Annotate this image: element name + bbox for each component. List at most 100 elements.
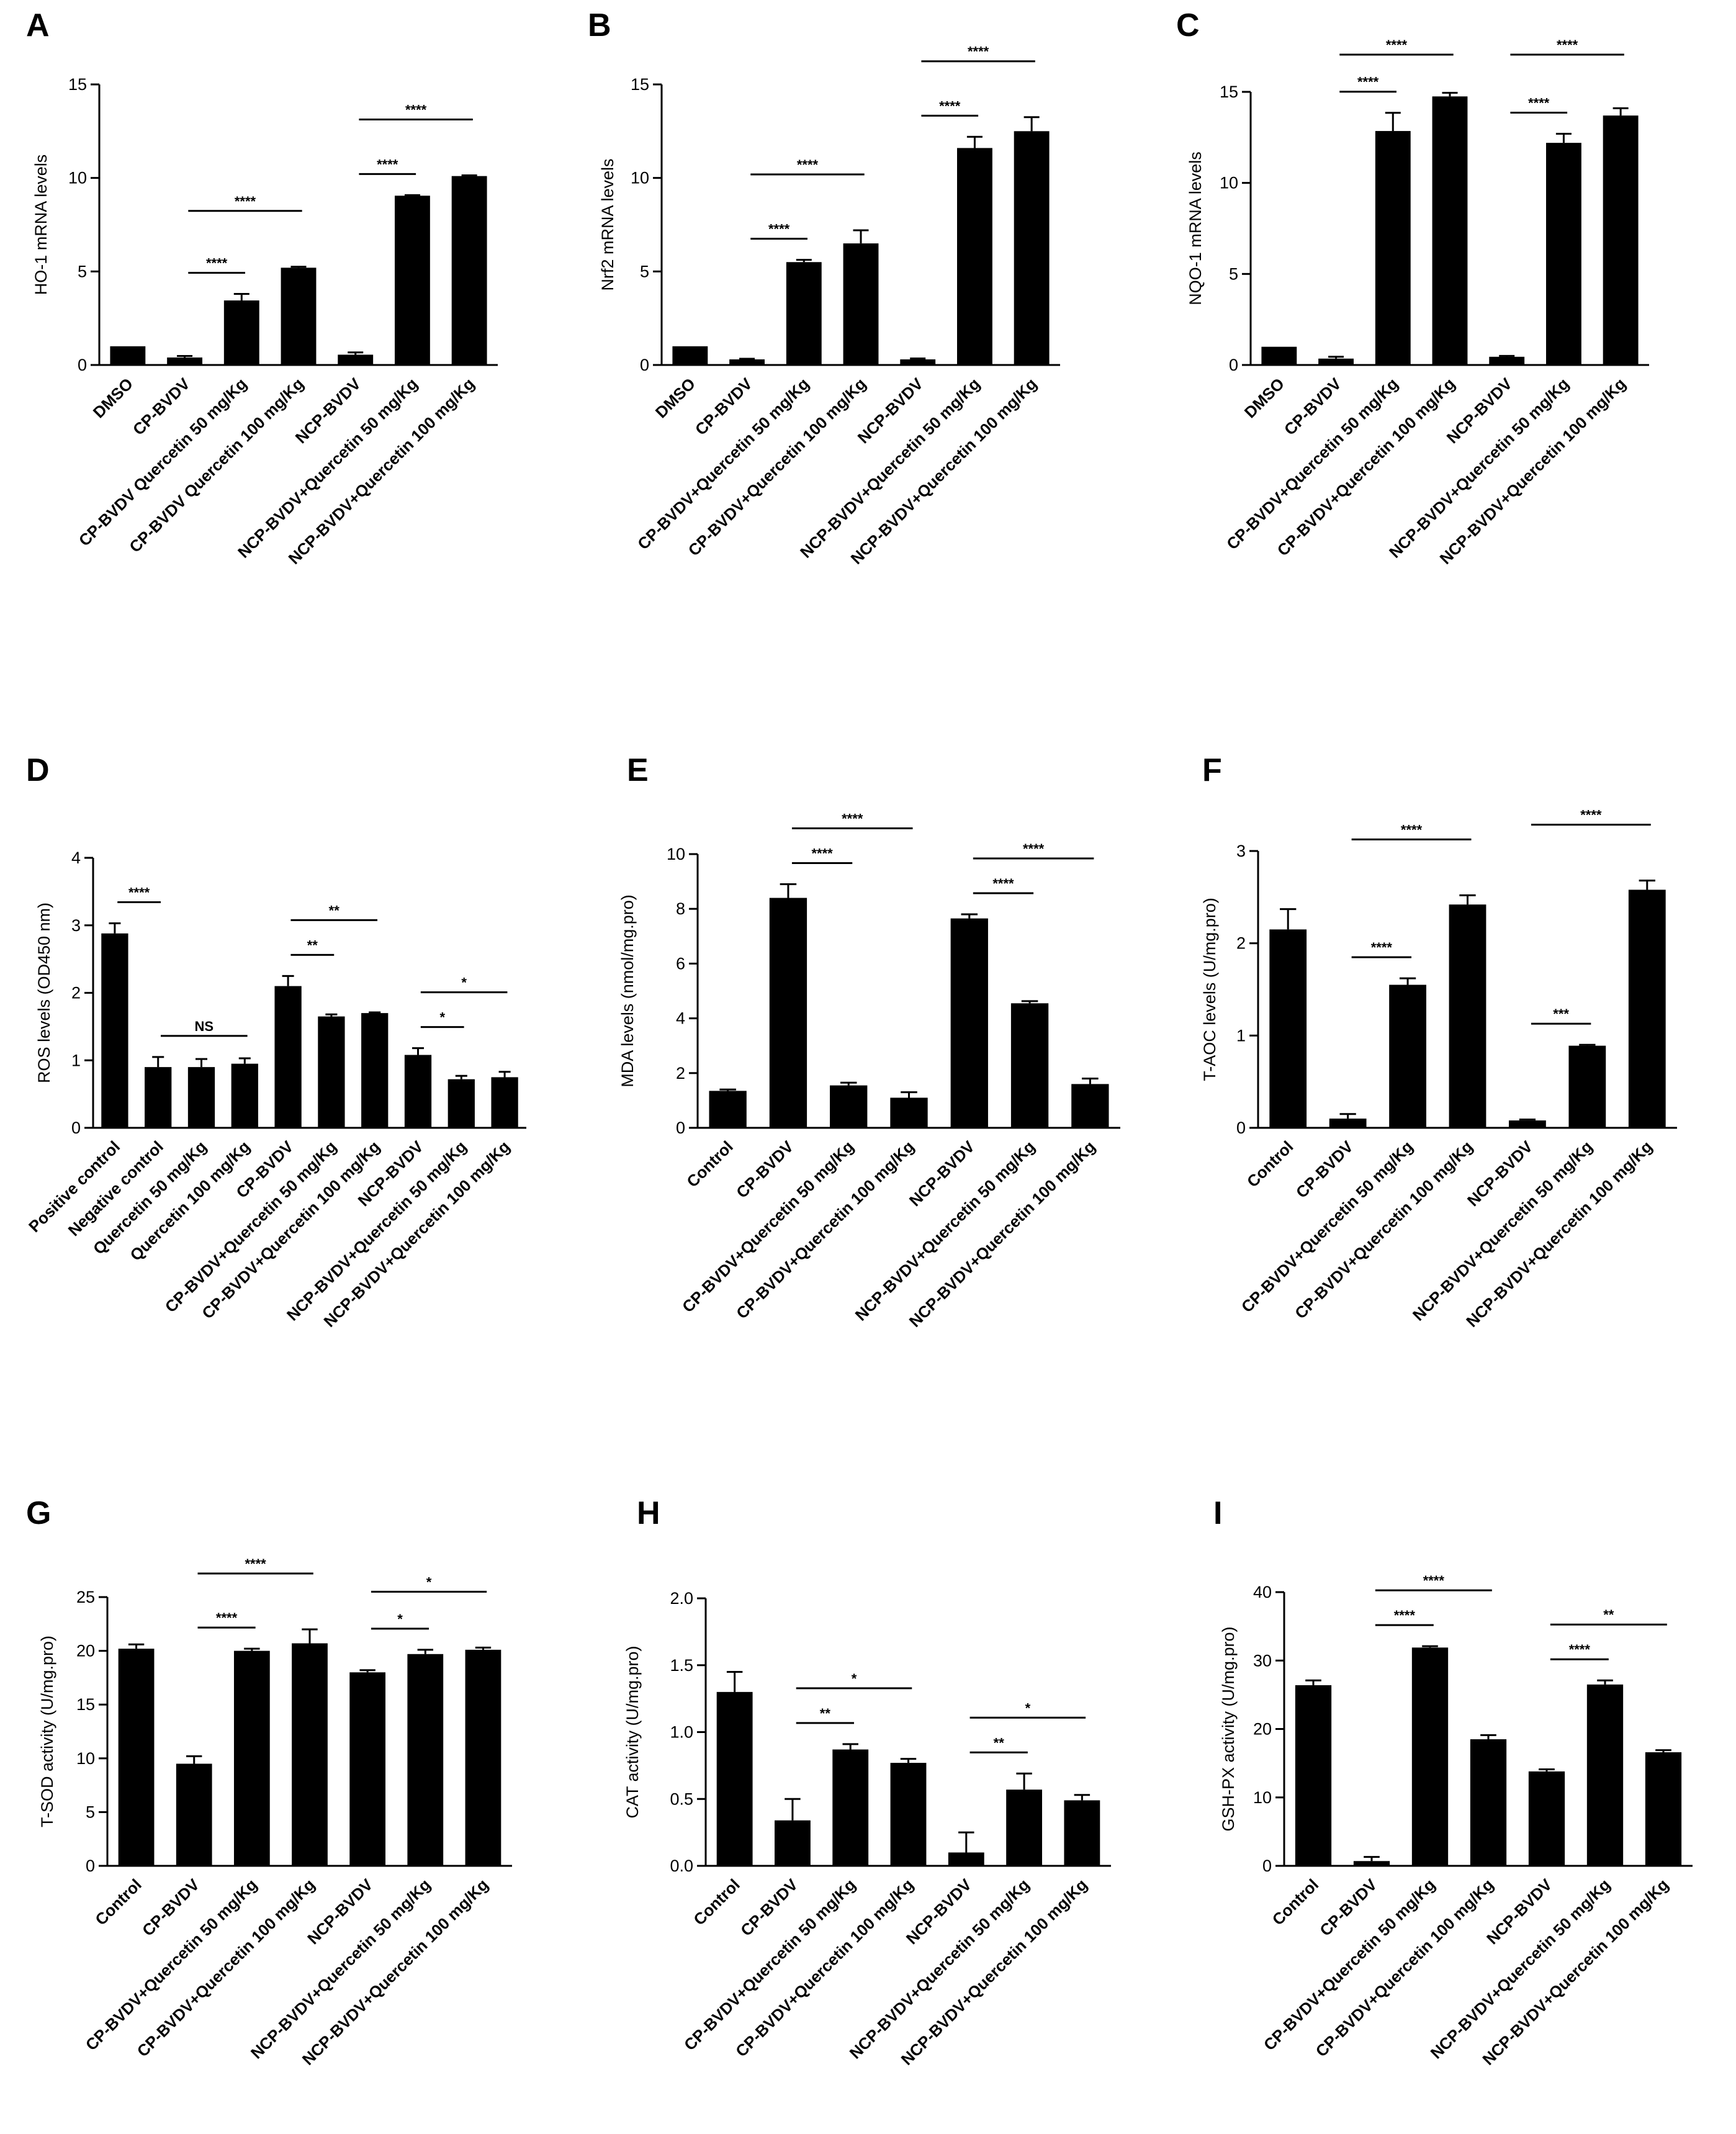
bar — [716, 1691, 753, 1866]
significance-label: **** — [128, 885, 150, 900]
bar — [1545, 143, 1581, 365]
significance-label: **** — [245, 1556, 267, 1572]
bar — [349, 1672, 386, 1866]
bar — [1375, 131, 1411, 366]
bar — [394, 196, 430, 365]
bar — [167, 357, 203, 365]
bar — [775, 1820, 811, 1866]
panel-letter: B — [588, 7, 611, 43]
bar — [318, 1016, 345, 1128]
bar — [1064, 1800, 1100, 1866]
y-tick-label: 15 — [1220, 83, 1238, 101]
y-tick-label: 2.0 — [670, 1589, 693, 1608]
significance-label: **** — [216, 1610, 238, 1626]
y-tick-label: 0 — [1236, 1119, 1246, 1137]
y-tick-label: 15 — [631, 75, 649, 94]
panel-G: G 0 5 10 15 20 25 T-SOD activity (U/mg.pro) Cont… — [26, 1495, 512, 2069]
bar — [233, 1650, 270, 1866]
y-tick-label: 25 — [76, 1588, 95, 1606]
bar — [1318, 358, 1354, 365]
y-axis-label: HO-1 mRNA levels — [32, 155, 50, 295]
y-tick-label: 5 — [86, 1803, 95, 1821]
bar — [1006, 1790, 1042, 1866]
y-axis-label: T-SOD activity (U/mg.pro) — [38, 1636, 56, 1827]
bar — [950, 918, 988, 1128]
y-tick-label: 4 — [676, 1009, 685, 1028]
bar — [187, 1067, 215, 1128]
y-tick-label: 2 — [1236, 934, 1246, 953]
y-axis-label: MDA levels (nmol/mg.pro) — [618, 894, 637, 1087]
x-tick-label: DMSO — [652, 374, 699, 421]
bar — [843, 243, 879, 365]
y-tick-label: 0 — [1262, 1857, 1272, 1875]
significance-label: ** — [994, 1735, 1005, 1750]
bar — [1261, 346, 1297, 365]
significance-label: * — [461, 975, 467, 991]
bar — [1269, 929, 1307, 1128]
y-tick-label: 2 — [676, 1064, 685, 1083]
x-tick-label: Control — [1269, 1875, 1323, 1929]
y-tick-label: 1 — [1236, 1026, 1246, 1045]
bar — [451, 176, 487, 365]
y-tick-label: 0 — [71, 1119, 81, 1137]
panel-letter: F — [1202, 752, 1222, 788]
bar — [1645, 1752, 1682, 1866]
bar — [407, 1654, 444, 1866]
significance-label: **** — [939, 98, 961, 114]
bar — [338, 354, 374, 365]
bar — [948, 1852, 984, 1866]
panel-letter: G — [26, 1495, 51, 1531]
bar — [1389, 984, 1426, 1128]
y-tick-label: 8 — [676, 899, 685, 918]
significance-label: **** — [405, 102, 427, 117]
significance-label: **** — [235, 194, 256, 209]
bar — [176, 1763, 212, 1866]
y-tick-label: 20 — [76, 1642, 95, 1660]
x-tick-label: Control — [91, 1875, 145, 1929]
bar — [1509, 1120, 1546, 1128]
x-tick-label: Control — [1243, 1137, 1297, 1191]
x-tick-label: DMSO — [89, 374, 137, 421]
x-tick-label: Control — [683, 1137, 737, 1191]
y-tick-label: 0 — [78, 356, 87, 374]
y-tick-label: 6 — [676, 954, 685, 973]
x-tick-label: CP-BVDV — [732, 1137, 797, 1202]
bar — [1071, 1084, 1109, 1128]
significance-label: **** — [1569, 1642, 1591, 1657]
significance-label: **** — [1386, 37, 1408, 53]
bar — [1470, 1739, 1507, 1866]
panel-letter: C — [1176, 7, 1200, 43]
y-tick-label: 15 — [76, 1695, 95, 1714]
panel-letter: A — [26, 7, 50, 43]
significance-label: **** — [1528, 95, 1550, 110]
y-axis-label: T-AOC levels (U/mg.pro) — [1200, 898, 1219, 1081]
panel-F: F 0 1 2 3 T-AOC levels (U/mg.pro) ControlCP-BV… — [1200, 752, 1677, 1331]
significance-label: *** — [1553, 1006, 1569, 1022]
significance-label: **** — [206, 255, 228, 271]
y-tick-label: 0 — [86, 1857, 95, 1875]
bar — [231, 1063, 258, 1128]
y-tick-label: 10 — [667, 845, 685, 863]
bar — [769, 898, 807, 1128]
bar — [1014, 131, 1050, 366]
bar — [786, 262, 822, 365]
y-tick-label: 3 — [71, 916, 81, 935]
bar — [1329, 1119, 1367, 1128]
bar — [1432, 96, 1468, 366]
bar — [672, 346, 708, 365]
y-tick-label: 4 — [71, 849, 81, 867]
significance-label: **** — [377, 156, 398, 172]
panel-H: H 0.0 0.5 1.0 1.5 2.0 CAT activity (U/mg.pro) C… — [623, 1495, 1111, 2069]
y-tick-label: 5 — [78, 262, 87, 281]
y-axis-label: GSH-PX activity (U/mg.pro) — [1219, 1626, 1238, 1831]
y-tick-label: 1.0 — [670, 1723, 693, 1742]
significance-label: ** — [307, 937, 318, 953]
y-tick-label: 5 — [1229, 264, 1238, 283]
bar — [1010, 1003, 1049, 1128]
bar — [1528, 1771, 1565, 1866]
bar — [956, 148, 992, 365]
panel-letter: H — [637, 1495, 660, 1531]
